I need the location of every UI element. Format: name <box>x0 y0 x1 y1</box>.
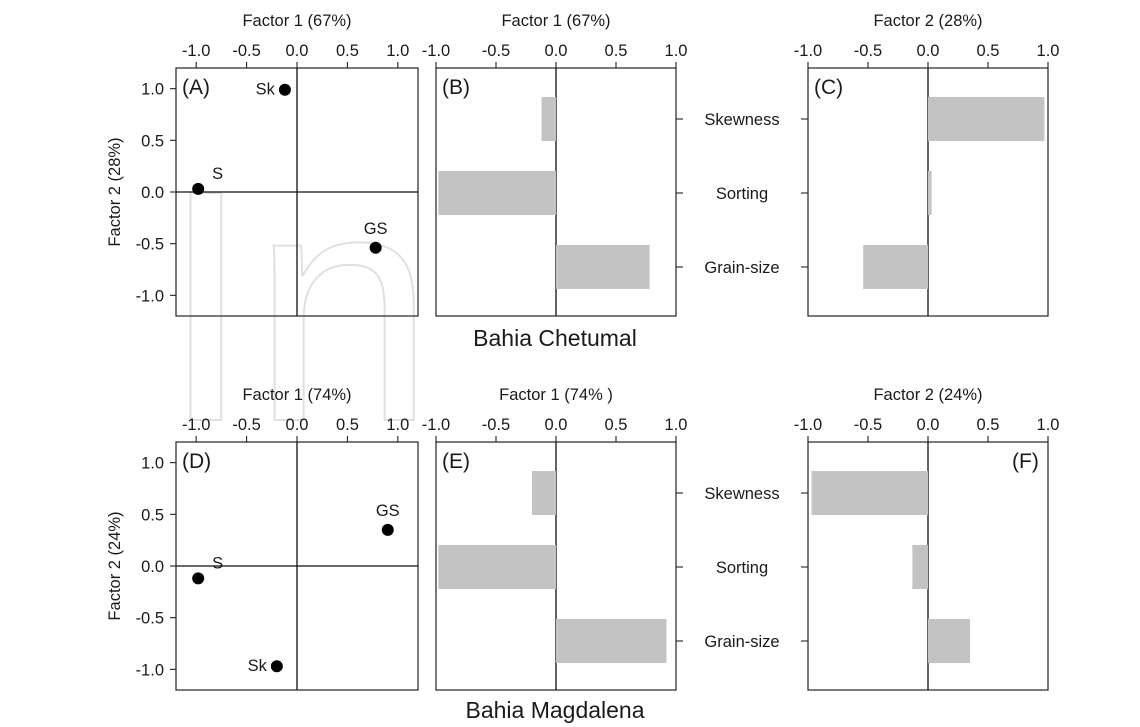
panel-a-y-tick-label: 0.5 <box>141 132 164 150</box>
panel-a-point-gs <box>369 241 382 254</box>
panel-c-x-tick-label: 1.0 <box>1037 42 1060 60</box>
panel-d-x-tick-label: 1.0 <box>386 416 409 434</box>
panel-c-x-tick-label: 0.0 <box>917 42 940 60</box>
panel-a-y-tick-label: 0.0 <box>141 184 164 202</box>
panel-b-bar-grain-size <box>556 245 650 289</box>
panel-c-bar-skewness <box>928 97 1045 141</box>
panel-a-x-tick-label: 0.5 <box>336 42 359 60</box>
panel-a-letter: (A) <box>182 76 210 99</box>
panel-c-x-tick-label: -1.0 <box>794 42 822 60</box>
panel-d-point-gs <box>381 523 394 536</box>
panel-c: Factor 2 (28%) -1.0 -0.5 0.0 0.5 1.0 (C) <box>794 12 1060 317</box>
panel-e-category-label: Grain-size <box>704 633 779 651</box>
panel-b: Factor 1 (67%) -1.0 -0.5 0.0 0.5 1.0 (B) Skewne… <box>422 12 780 317</box>
panel-f-x-tick-label: -1.0 <box>794 416 822 434</box>
panel-b-x-tick-label: 1.0 <box>665 42 688 60</box>
panel-c-bar-sorting <box>928 171 932 215</box>
panel-a-x-axis-title: Factor 1 (67%) <box>242 12 351 30</box>
panel-c-x-axis-title: Factor 2 (28%) <box>873 12 982 30</box>
panel-b-x-tick-label: 0.0 <box>545 42 568 60</box>
panel-b-x-tick-label: 0.5 <box>605 42 628 60</box>
panel-d: Factor 1 (74%) -1.0 -0.5 0.0 0.5 1.0 (D) 1.0 0.5… <box>106 386 419 691</box>
panel-d-x-tick-label: 0.0 <box>286 416 309 434</box>
panel-d-x-tick-label: 0.5 <box>336 416 359 434</box>
panel-a-point-label: GS <box>364 220 388 238</box>
panel-a-y-tick-label: -0.5 <box>136 236 164 254</box>
panel-b-category-label: Grain-size <box>704 259 779 277</box>
panel-d-y-tick-label: -0.5 <box>136 610 164 628</box>
panel-d-x-axis-title: Factor 1 (74%) <box>242 386 351 404</box>
panel-e-letter: (E) <box>442 450 470 473</box>
panel-e-x-tick-label: -1.0 <box>422 416 450 434</box>
panel-e-x-axis-title: Factor 1 (74% ) <box>499 386 613 404</box>
panel-b-letter: (B) <box>442 76 470 99</box>
panel-b-category-label: Skewness <box>704 111 779 129</box>
panel-a-x-tick-label: 1.0 <box>386 42 409 60</box>
panel-d-point-s <box>192 572 205 585</box>
panel-f: Factor 2 (24%) -1.0 -0.5 0.0 0.5 1.0 (F) <box>794 386 1060 691</box>
panel-d-x-tick-label: -1.0 <box>182 416 210 434</box>
panel-a-point-label: S <box>212 165 223 183</box>
panel-a-x-tick-label: 0.0 <box>286 42 309 60</box>
panel-b-category-label: Sorting <box>716 185 768 203</box>
panel-d-x-tick-label: -0.5 <box>232 416 260 434</box>
panel-a-y-tick-label: 1.0 <box>141 81 164 99</box>
panel-a-point-s <box>192 182 205 195</box>
panel-f-x-tick-label: 1.0 <box>1037 416 1060 434</box>
panel-f-x-tick-label: -0.5 <box>854 416 882 434</box>
panel-d-y-tick-label: 0.0 <box>141 558 164 576</box>
panel-e-bar-sorting <box>438 545 556 589</box>
panel-f-x-tick-label: 0.5 <box>977 416 1000 434</box>
panel-b-x-axis-title: Factor 1 (67%) <box>501 12 610 30</box>
panel-e-x-tick-label: -0.5 <box>482 416 510 434</box>
group-title-magdalena: Bahia Magdalena <box>465 697 644 723</box>
panel-c-bar-grain-size <box>863 245 928 289</box>
group-title-chetumal: Bahia Chetumal <box>473 325 637 351</box>
panel-a: Factor 1 (67%) -1.0 -0.5 0.0 0.5 1.0 (A) 1.0 0.5… <box>106 12 419 317</box>
panel-f-bar-grain-size <box>928 619 970 663</box>
panel-f-bar-skewness <box>811 471 928 515</box>
panel-c-x-tick-label: -0.5 <box>854 42 882 60</box>
panel-b-x-tick-label: -0.5 <box>482 42 510 60</box>
panel-f-x-axis-title: Factor 2 (24%) <box>873 386 982 404</box>
panel-c-letter: (C) <box>814 76 843 99</box>
panel-d-point-sk <box>270 660 283 673</box>
panel-a-x-tick-label: -0.5 <box>232 42 260 60</box>
panel-b-x-tick-label: -1.0 <box>422 42 450 60</box>
panel-e-x-tick-label: 0.0 <box>545 416 568 434</box>
panel-e-x-tick-label: 1.0 <box>665 416 688 434</box>
panel-d-point-label: Sk <box>248 657 268 675</box>
panel-d-y-axis-title: Factor 2 (24%) <box>106 511 124 620</box>
panel-d-letter: (D) <box>182 450 211 473</box>
panel-b-bar-sorting <box>438 171 556 215</box>
panel-e-category-label: Skewness <box>704 485 779 503</box>
panel-a-point-label: Sk <box>256 81 276 99</box>
panel-f-letter: (F) <box>1012 450 1039 473</box>
panel-c-x-tick-label: 0.5 <box>977 42 1000 60</box>
panel-d-y-tick-label: 0.5 <box>141 506 164 524</box>
panel-e-category-label: Sorting <box>716 559 768 577</box>
panel-e: Factor 1 (74% ) -1.0 -0.5 0.0 0.5 1.0 (E) Skewn… <box>422 386 780 691</box>
panel-b-bar-skewness <box>541 97 556 141</box>
panel-e-bar-skewness <box>532 471 556 515</box>
panel-e-bar-grain-size <box>556 619 667 663</box>
panel-d-y-tick-label: 1.0 <box>141 455 164 473</box>
panel-d-point-label: GS <box>376 502 400 520</box>
panel-a-x-tick-label: -1.0 <box>182 42 210 60</box>
panel-f-x-tick-label: 0.0 <box>917 416 940 434</box>
panel-d-y-tick-label: -1.0 <box>136 661 164 679</box>
panel-d-point-label: S <box>212 554 223 572</box>
panel-f-bar-sorting <box>912 545 928 589</box>
panel-a-point-sk <box>278 83 291 96</box>
panel-e-x-tick-label: 0.5 <box>605 416 628 434</box>
panel-a-y-tick-label: -1.0 <box>136 287 164 305</box>
panel-a-y-axis-title: Factor 2 (28%) <box>106 137 124 246</box>
